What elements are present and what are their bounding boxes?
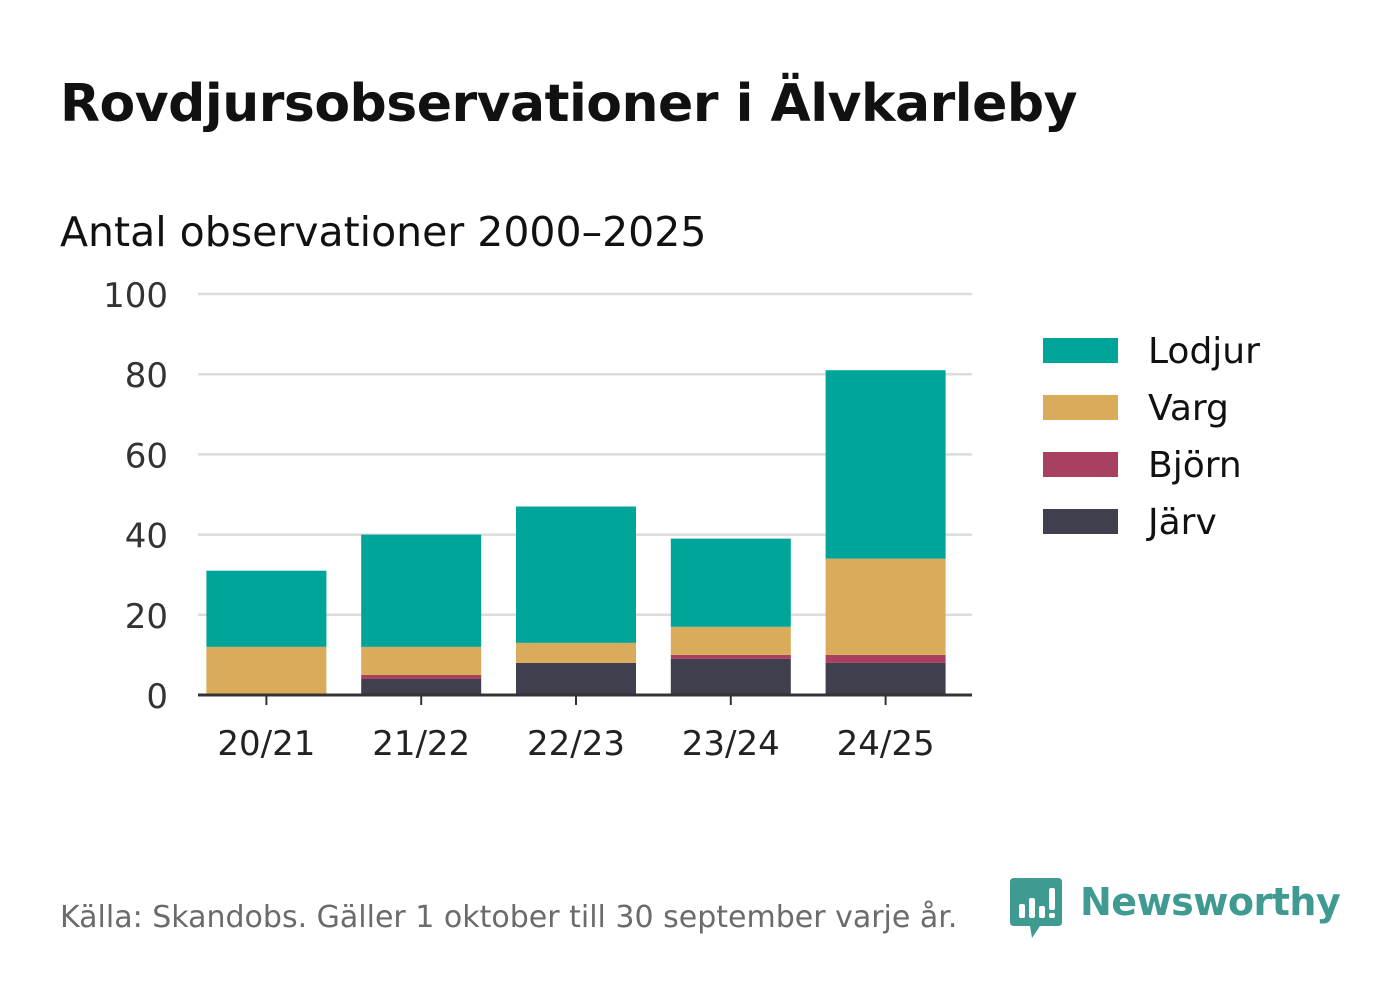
x-tick-label: 24/25	[837, 724, 935, 764]
legend-swatch-björn	[1043, 452, 1118, 477]
x-tick-label: 23/24	[682, 724, 780, 764]
legend-label-björn: Björn	[1148, 445, 1242, 486]
x-tick-label: 21/22	[372, 724, 470, 764]
legend-swatch-varg	[1043, 395, 1118, 420]
y-tick-label: 80	[125, 356, 168, 396]
newsworthy-logo: Newsworthy	[1010, 878, 1341, 942]
bar-segment-varg-2	[516, 642, 636, 663]
bar-segment-björn-3	[670, 654, 791, 659]
bar-segment-varg-3	[670, 626, 791, 655]
bar-segment-lodjur-1	[361, 534, 482, 647]
bar-segment-varg-4	[825, 558, 946, 655]
bar-segment-lodjur-3	[670, 538, 791, 627]
y-tick-label: 60	[125, 436, 168, 476]
legend-swatch-lodjur	[1043, 338, 1118, 363]
y-tick-label: 0	[146, 677, 168, 717]
legend-label-varg: Varg	[1148, 388, 1229, 429]
bar-segment-björn-4	[825, 654, 946, 663]
y-tick-label: 40	[125, 517, 168, 557]
bar-segment-lodjur-2	[516, 506, 636, 643]
legend-swatch-järv	[1043, 509, 1118, 534]
chart-title: Rovdjursobservationer i Älvkarleby	[60, 74, 1077, 134]
bar-segment-lodjur-0	[206, 570, 327, 647]
bar-segment-lodjur-4	[825, 370, 946, 559]
brand-name: Newsworthy	[1080, 880, 1341, 924]
bar-segment-järv-1	[361, 678, 482, 695]
x-tick-label: 20/21	[217, 724, 315, 764]
chart-subtitle: Antal observationer 2000–2025	[60, 208, 707, 256]
y-tick-label: 20	[125, 597, 168, 637]
source-note: Källa: Skandobs. Gäller 1 oktober till 3…	[60, 900, 958, 935]
bar-segment-varg-1	[361, 646, 482, 675]
y-tick-label: 100	[103, 276, 168, 316]
bar-segment-varg-0	[206, 646, 327, 695]
legend-label-lodjur: Lodjur	[1148, 331, 1260, 372]
x-tick-label: 22/23	[527, 724, 625, 764]
bar-segment-björn-1	[361, 674, 482, 679]
legend-label-järv: Järv	[1146, 502, 1217, 543]
bar-chart-speech-bubble-icon	[1010, 878, 1062, 938]
bar-segment-järv-4	[825, 662, 946, 695]
bar-segment-järv-3	[670, 658, 791, 695]
bar-segment-järv-2	[516, 662, 636, 695]
